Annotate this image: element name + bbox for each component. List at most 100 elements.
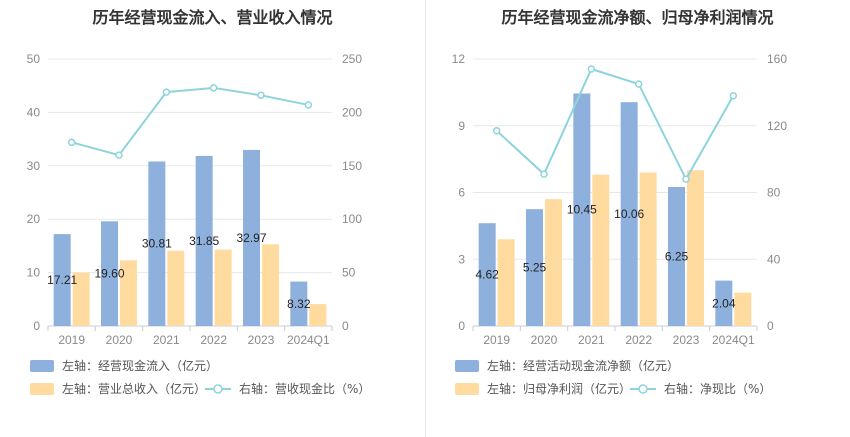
legend-swatch-bar [455, 360, 479, 372]
bar-series-2 [120, 260, 137, 326]
data-label: 17.21 [47, 273, 77, 287]
bar-series-1 [290, 281, 308, 326]
chart-title: 历年经营现金流净额、归母净利润情况 [501, 8, 774, 27]
line-point [634, 80, 643, 88]
line-point [587, 65, 596, 73]
data-label: 2.04 [712, 296, 736, 310]
y-left-tick-label: 40 [27, 105, 41, 119]
line-point [540, 170, 548, 178]
legend-label: 左轴：归母净利润（亿元） [487, 381, 631, 396]
x-tick-label: 2020 [531, 333, 558, 347]
data-label: 4.62 [475, 268, 499, 282]
bar-series-2 [687, 170, 704, 326]
x-tick-label: 2024Q1 [287, 333, 330, 347]
x-tick-label: 2020 [106, 333, 133, 347]
data-label: 32.97 [236, 231, 266, 245]
line-point [209, 84, 218, 92]
bar-series-2 [592, 174, 610, 326]
line-point [492, 127, 501, 135]
line-point [729, 91, 738, 100]
bar-series-1 [668, 186, 685, 326]
panel-divider [425, 0, 426, 437]
legend-swatch-bar [30, 383, 54, 395]
chart-panel-left: 历年经营现金流入、营业收入情况 0 10 20 30 40 50 0 50 100 150 200 2… [27, 8, 371, 396]
y-left-tick-label: 0 [33, 319, 40, 333]
bar-series-1 [478, 223, 496, 326]
bar-series-2 [262, 244, 279, 326]
data-label: 19.60 [94, 267, 124, 281]
bar-series-1 [526, 209, 543, 326]
y-right-tick-label: 40 [767, 252, 781, 266]
x-tick-label: 2023 [248, 333, 275, 347]
data-label: 6.25 [665, 249, 689, 263]
legend-swatch-point [213, 384, 223, 394]
y-right-tick-label: 200 [342, 105, 362, 119]
legend-swatch-point [638, 384, 648, 394]
y-right-tick-label: 150 [342, 159, 362, 173]
data-label: 8.32 [287, 297, 311, 311]
y-left-tick-label: 0 [458, 319, 465, 333]
x-tick-label: 2021 [578, 333, 605, 347]
bar-series-1 [101, 221, 118, 326]
bar-series-1 [195, 155, 213, 326]
data-label: 31.85 [189, 234, 219, 248]
y-right-tick-label: 250 [342, 52, 362, 66]
legend-swatch-bar [30, 360, 54, 372]
data-label: 5.25 [523, 261, 547, 275]
y-left-tick-label: 6 [458, 186, 465, 200]
bar-series-2 [497, 239, 515, 326]
y-left-tick-label: 12 [452, 52, 466, 66]
y-left-tick-label: 10 [27, 266, 41, 280]
x-tick-label: 2024Q1 [712, 333, 755, 347]
line-point [304, 101, 313, 109]
bar-series-2 [167, 250, 185, 326]
chart-panel-right: 历年经营现金流净额、归母净利润情况 0 3 6 9 12 0 40 80 120 160 2019 2… [425, 0, 850, 437]
chart-title: 历年经营现金流入、营业收入情况 [92, 8, 333, 27]
bar-series-1 [573, 93, 591, 326]
line-point [257, 91, 265, 100]
bar-series-1 [243, 149, 260, 326]
bar-series-2 [72, 272, 90, 326]
y-left-tick-label: 50 [27, 52, 41, 66]
bar-series-2 [214, 249, 232, 326]
y-right-tick-label: 100 [342, 212, 362, 226]
x-tick-label: 2021 [153, 333, 180, 347]
line-series-3 [71, 86, 309, 157]
y-right-tick-label: 50 [342, 266, 356, 280]
legend-label: 右轴：营收现金比（%） [239, 381, 370, 396]
line-point [115, 151, 123, 159]
bar-series-2 [545, 199, 562, 326]
bar-series-1 [715, 280, 733, 326]
data-label: 10.45 [567, 203, 597, 217]
legend-swatch-bar [455, 383, 479, 395]
y-right-tick-label: 0 [342, 319, 349, 333]
line-point [67, 138, 76, 147]
bar-series-1 [148, 161, 166, 326]
y-right-tick-label: 120 [767, 119, 787, 133]
y-left-tick-label: 30 [27, 159, 41, 173]
chart-canvas: 0 10 20 30 40 50 0 50 100 150 200 250 2019 2020 2021 20… [27, 52, 371, 396]
y-right-tick-label: 80 [767, 186, 781, 200]
bar-series-1 [620, 102, 638, 326]
x-tick-label: 2019 [58, 333, 85, 347]
y-right-tick-label: 0 [767, 319, 774, 333]
y-left-tick-label: 20 [27, 212, 41, 226]
line-point [162, 88, 171, 96]
legend-label: 左轴：经营现金流入（亿元） [62, 358, 218, 373]
y-left-tick-label: 9 [458, 119, 465, 133]
legend-label: 右轴：净现比（%） [664, 381, 771, 396]
bar-series-2 [639, 172, 657, 326]
line-series-3 [495, 67, 735, 182]
legend-label: 左轴：经营活动现金流净额（亿元） [487, 358, 679, 373]
legend-label: 左轴：营业总收入（亿元） [62, 381, 206, 396]
x-tick-label: 2023 [673, 333, 700, 347]
x-tick-label: 2022 [200, 333, 227, 347]
y-left-tick-label: 3 [458, 252, 465, 266]
bar-series-2 [734, 292, 752, 326]
y-right-tick-label: 160 [767, 52, 787, 66]
data-label: 10.06 [614, 207, 644, 221]
line-point [682, 175, 690, 183]
x-tick-label: 2019 [483, 333, 510, 347]
bar-series-2 [309, 304, 327, 326]
